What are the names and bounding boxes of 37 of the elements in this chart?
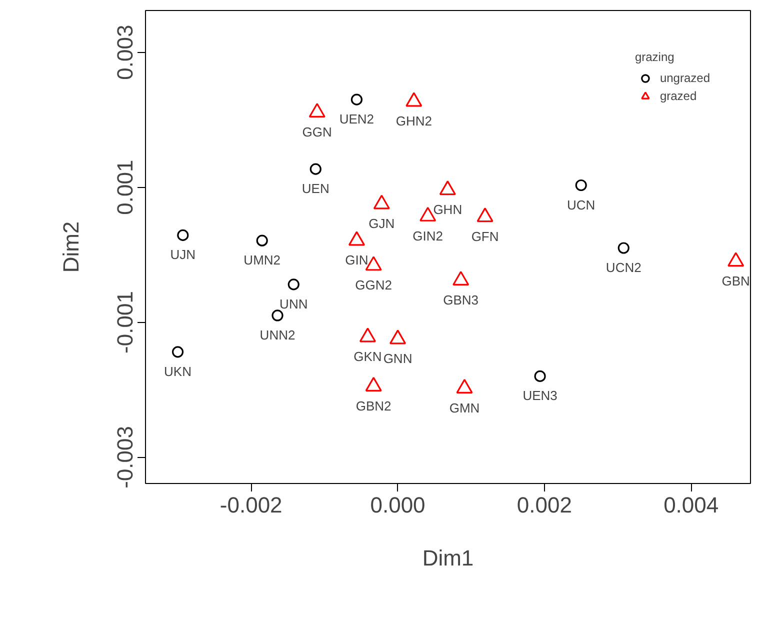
annotation: GGN2 [355,278,392,293]
annotation: GFN [471,228,499,244]
x-tick-label: -0.002 [220,492,282,518]
annotation: GHN [433,202,462,217]
annotation: UJN [170,247,196,262]
annotation: UNN [280,296,308,312]
annotation: GIN [345,252,368,268]
annotation: GMN [449,400,480,416]
annotation: GGN [302,124,332,140]
y-tick-label: -0.001 [112,291,138,354]
annotation: GKN [354,349,382,364]
annotation: UMN2 [244,252,281,268]
annotation: GBN2 [356,398,392,414]
y-axis-title: Dim2 [58,221,84,273]
annotation: UKN [164,364,192,379]
annotation: GBN [722,274,750,289]
legend-label: grazed [660,89,697,103]
annotation: GJN [368,216,395,232]
annotation: UNN2 [260,327,296,342]
annotation: UCN [567,197,596,212]
annotation: UEN2 [339,112,374,127]
annotation: GNN [383,351,412,366]
annotation: UEN [302,181,330,196]
annotation: GHN2 [396,114,432,129]
annotation: GIN2 [412,228,444,244]
x-axis-title: Dim1 [422,546,474,570]
y-tick-label: 0.003 [112,24,138,80]
x-tick-label: 0.002 [516,492,572,518]
x-tick-label: 0.004 [664,492,719,518]
annotation: UEN3 [522,388,558,404]
annotation: GBN3 [443,292,479,308]
x-tick-label: 0.000 [370,492,426,518]
legend-title: grazing [634,50,676,64]
annotation: UCN2 [606,260,642,276]
y-tick-label: -0.003 [112,426,138,488]
legend-label: ungrazed [660,71,710,85]
y-tick-label: 0.001 [112,160,138,215]
